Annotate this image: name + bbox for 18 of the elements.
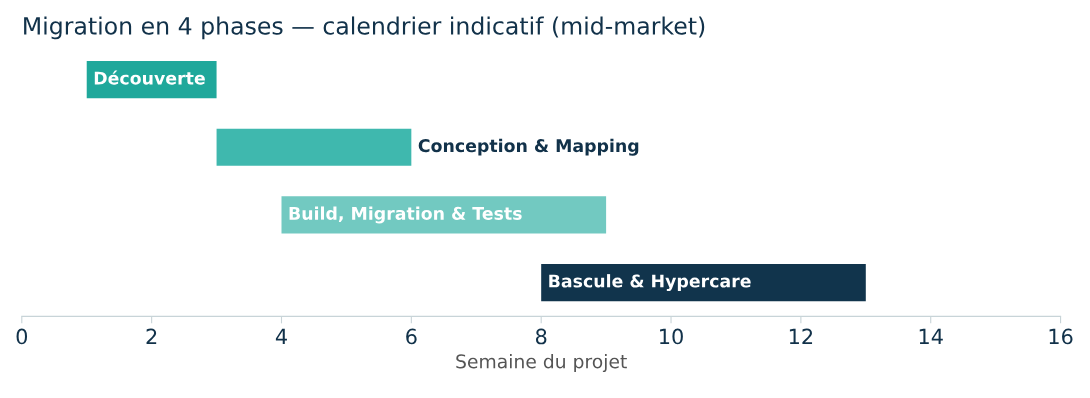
x-tick-label: 14 [919,328,943,345]
x-tick-label: 8 [535,328,547,345]
bar [281,196,607,234]
x-tick-label: 16 [1049,328,1073,345]
y-tick-label: Build, Migration & Tests [289,206,522,224]
y-tick-label: Conception & Mapping [418,138,639,156]
y-tick-label: Découverte [94,70,205,85]
x-tick-label: 6 [406,328,417,345]
x-tick-label: 2 [146,328,157,345]
x-axis-title: Semaine du projet [456,353,627,373]
x-tick-label: 4 [275,328,287,345]
bar [541,263,866,302]
x-tick-label: 10 [660,328,683,345]
y-tick-label: Bascule & Hypercare [549,274,751,292]
x-tick-label: 0 [16,328,28,345]
chart-title: Migration en 4 phases — calendrier indicatif (mid-market) [24,16,705,40]
x-tick-label: 12 [789,328,813,345]
bar [216,128,412,166]
